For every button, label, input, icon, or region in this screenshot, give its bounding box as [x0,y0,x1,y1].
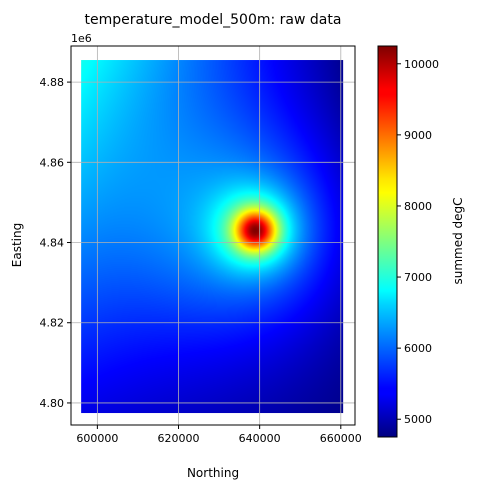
axes-frame [70,45,356,426]
y-tick-label: 4.88 [40,76,65,89]
colorbar-tick-label: 8000 [404,200,432,213]
y-tick-label: 4.86 [40,156,65,169]
x-tick-label: 620000 [158,432,200,445]
colorbar: 5000 6000 7000 8000 9000 10000 summed degC [377,45,465,438]
colorbar-tick-label: 5000 [404,413,432,426]
y-tick-label: 4.84 [40,237,65,250]
colorbar-tick-label: 6000 [404,342,432,355]
y-offset-text: 1e6 [71,32,92,45]
y-axis: 4.80 4.82 4.84 4.86 4.88 [40,76,71,410]
colorbar-gradient [378,46,397,437]
colorbar-tick-label: 10000 [404,58,439,71]
colorbar-label: summed degC [451,197,465,284]
x-axis-label: Northing [187,466,239,480]
heatmap-image [81,60,344,414]
chart-title: temperature_model_500m: raw data [85,12,342,28]
y-tick-label: 4.80 [40,397,65,410]
colorbar-ticks: 5000 6000 7000 8000 9000 10000 [397,58,439,426]
colorbar-tick-label: 7000 [404,271,432,284]
colorbar-frame [377,45,398,438]
x-tick-label: 660000 [320,432,362,445]
x-tick-label: 640000 [239,432,281,445]
y-axis-label: Easting [10,223,24,267]
x-axis: 600000 620000 640000 660000 [76,425,362,445]
plot-area [70,45,356,426]
colorbar-tick-label: 9000 [404,129,432,142]
y-tick-label: 4.82 [40,317,65,330]
grid-lines [71,46,355,425]
x-tick-label: 600000 [76,432,118,445]
